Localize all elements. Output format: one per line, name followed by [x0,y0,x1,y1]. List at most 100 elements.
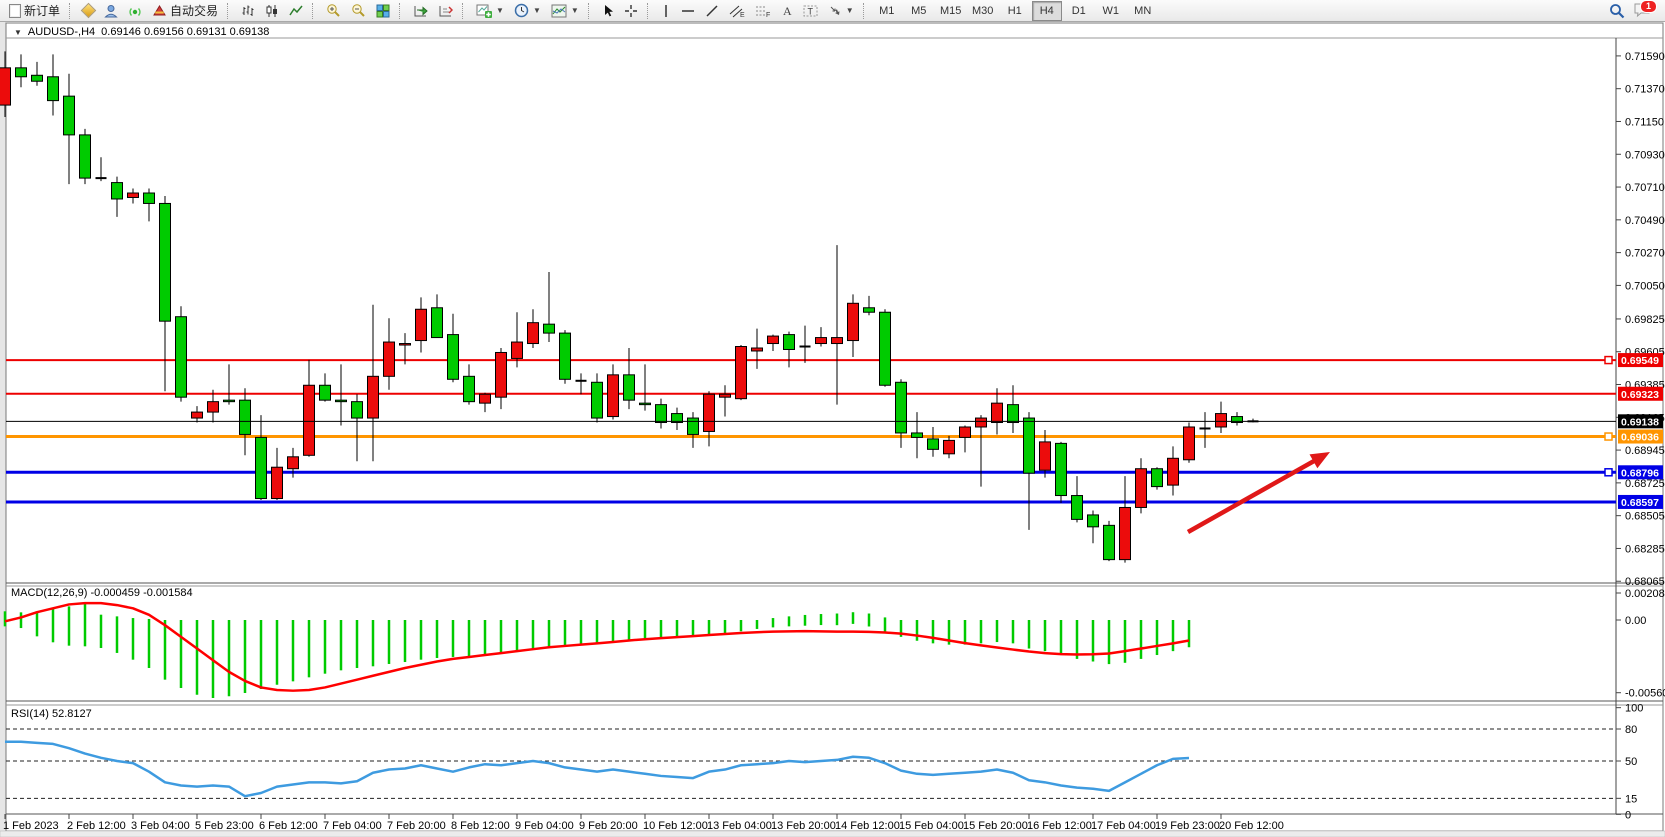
candle-bull [831,337,843,345]
timeframe-m5[interactable]: M5 [911,4,927,17]
timeframe-h1[interactable]: H1 [1007,4,1022,17]
candle-bear [319,384,331,401]
svg-text:0.68065: 0.68065 [1625,576,1665,588]
signal-icon [129,7,141,16]
timeframe-m15[interactable]: M15 [940,4,962,17]
metaeditor-button[interactable] [78,0,99,22]
separator [462,2,468,19]
fibonacci-icon: F [755,6,770,18]
tile-windows-button[interactable] [371,0,395,22]
signals-button[interactable] [123,0,147,22]
new-order-button[interactable]: 新订单 [4,0,65,22]
timeframe-m1[interactable]: M1 [879,4,895,17]
chart-title[interactable]: ▼ AUDUSD-,H4 0.69146 0.69156 0.69131 0.6… [14,26,269,38]
timeframe-m30[interactable]: M30 [972,4,994,17]
svg-text:19 Feb 23:00: 19 Feb 23:00 [1155,820,1220,832]
candle-bear [31,74,43,82]
new-order-label: 新订单 [24,4,61,18]
svg-text:3 Feb 04:00: 3 Feb 04:00 [131,820,190,832]
svg-text:5 Feb 23:00: 5 Feb 23:00 [195,820,254,832]
auto-scroll-button[interactable] [408,0,433,22]
candle-bull [719,393,731,398]
candle-bear [655,404,667,424]
candle-bull [271,466,283,500]
chat-button[interactable]: 1 [1633,0,1657,20]
candle-bear [1023,417,1035,474]
candle-bull [383,341,395,377]
svg-text:100: 100 [1625,703,1643,715]
timeframe-d1[interactable]: D1 [1071,4,1086,17]
cursor-button[interactable] [597,0,619,22]
person-icon [104,4,118,17]
line-chart-button[interactable] [284,0,308,22]
chart-canvas[interactable]: 0.71590 0.71370 0.71150 0.70930 0.70710 0.704… [0,22,1665,837]
zoom-out-button[interactable] [346,0,371,22]
zoom-in-button[interactable] [321,0,346,22]
price-tag-0.69036: 0.69036 [1618,429,1663,444]
autotrading-button[interactable]: 自动交易 [147,0,223,22]
svg-text:A: A [783,4,792,18]
chart-dropdown-icon[interactable]: ▼ [14,27,22,37]
candlestick-chart-button[interactable] [260,0,284,22]
auto-scroll-icon [414,5,428,16]
new-order-icon [9,3,21,18]
indicators-button[interactable]: ▼ [471,0,509,22]
bar-chart-button[interactable] [236,0,260,22]
chart-shift-button[interactable] [433,0,458,22]
template-icon [551,4,567,17]
candle-bear [63,95,75,136]
timeframe-h4[interactable]: H4 [1031,0,1062,21]
svg-text:0: 0 [1625,809,1631,821]
candle-bear [1055,442,1067,497]
bar-chart-icon [242,5,254,16]
candle-bull [479,393,491,404]
svg-text:0.70490: 0.70490 [1625,215,1665,227]
profile-button[interactable] [99,0,123,22]
trend-arrow[interactable] [1186,452,1330,534]
hline-0.69549[interactable] [6,355,1616,365]
candle-bear [591,381,603,419]
crosshair-button[interactable] [619,0,643,22]
svg-text:0.002082: 0.002082 [1625,588,1665,600]
candle-bull [735,346,747,400]
text-label-button[interactable]: T [798,0,823,22]
candlestick-chart-icon [266,4,278,17]
candle-bear [447,334,459,380]
candle-bull [1215,413,1227,428]
notification-badge: 1 [1640,0,1657,13]
svg-text:E: E [740,12,745,18]
candle-doji [799,345,811,348]
hline-0.69036[interactable] [6,432,1616,441]
horizontal-line-button[interactable] [676,0,700,22]
candle-bear [863,307,875,313]
candle-bear [175,316,187,398]
arrows-button[interactable]: ▼ [823,0,859,22]
candle-bear [335,399,347,403]
svg-text:20 Feb 12:00: 20 Feb 12:00 [1219,820,1284,832]
search-icon[interactable] [1609,3,1625,19]
candle-bear [687,417,699,435]
svg-text:1 Feb 2023: 1 Feb 2023 [3,820,59,832]
svg-text:0.00: 0.00 [1625,615,1646,627]
price-tag-0.69138: 0.69138 [1618,414,1663,429]
svg-text:16 Feb 12:00: 16 Feb 12:00 [1027,820,1092,832]
vertical-line-button[interactable] [656,0,676,22]
equidistant-channel-button[interactable]: E [724,0,750,22]
svg-text:0.68945: 0.68945 [1625,445,1665,457]
templates-button[interactable]: ▼ [546,0,584,22]
fibonacci-button[interactable]: F [750,0,776,22]
macd-axis: 0.002082 0.00 -0.005606 [1616,588,1665,700]
price-tag-0.68796: 0.68796 [1618,465,1663,480]
trendline-button[interactable] [700,0,724,22]
candle-bear [79,134,91,179]
candle-bull [1039,441,1051,471]
candle-bear [783,334,795,350]
periods-button[interactable]: ▼ [509,0,546,22]
svg-text:0.70270: 0.70270 [1625,248,1665,260]
candle-bull [815,337,827,345]
timeframe-mn[interactable]: MN [1134,4,1152,17]
candle-bull [191,411,203,419]
svg-text:0.69138: 0.69138 [1621,416,1659,428]
timeframe-w1[interactable]: W1 [1102,4,1119,17]
text-button[interactable]: A [776,0,798,22]
